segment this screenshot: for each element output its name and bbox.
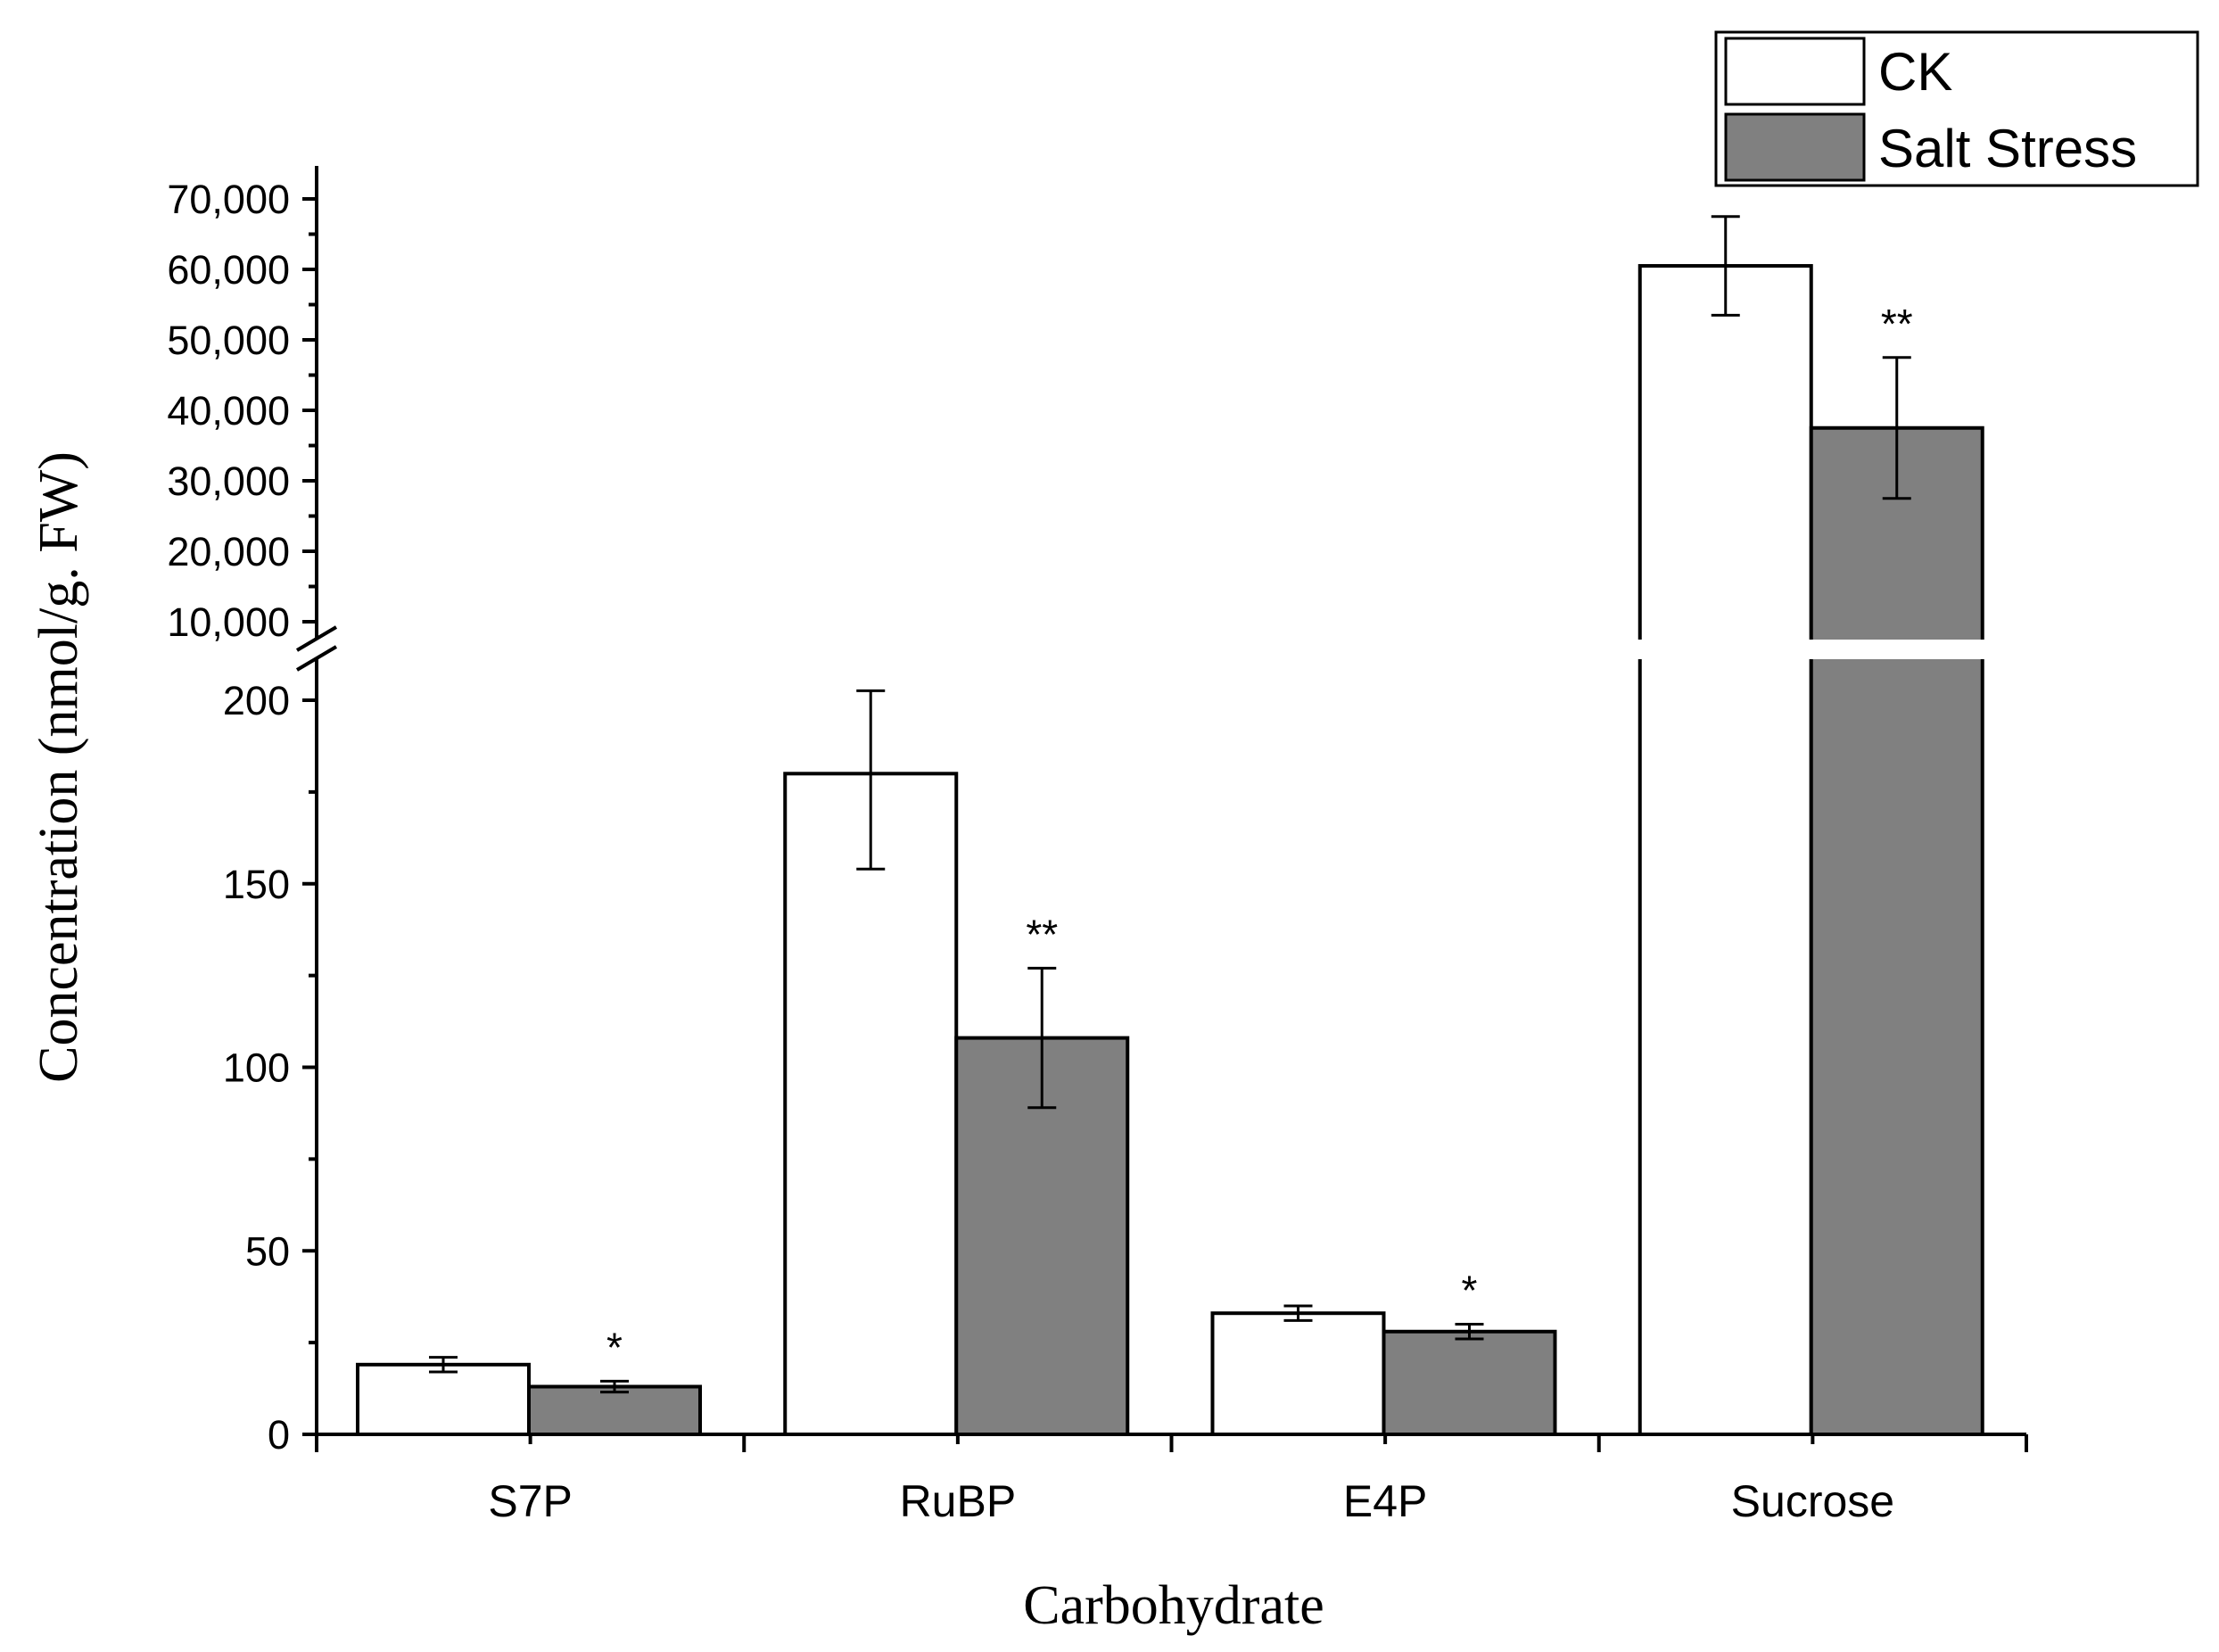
significance-marker: * [1462,1268,1478,1314]
axis-break-mark-bottom [295,645,338,672]
error-bar-salt-stress-s7p [600,1379,629,1394]
bar-salt-stress-e4p [1382,1329,1557,1437]
y-tick-label: 50 [245,1228,290,1274]
bar-ck-sucrose [1637,264,1813,1436]
bar-ck-s7p [356,1362,531,1436]
axis-break-gap [1634,640,1988,659]
bar-salt-stress-sucrose [1809,425,1984,1436]
bars-layer: ****** [356,215,1988,1437]
y-tick-label: 10,000 [167,599,290,645]
legend-label-ck: CK [1878,42,1952,102]
y-tick-label: 50,000 [167,318,290,363]
x-tick-label-sucrose: Sucrose [1731,1476,1894,1526]
error-bar-ck-e4p [1283,1304,1313,1322]
bar-salt-stress-s7p [527,1384,702,1437]
significance-marker: ** [1026,911,1058,957]
error-bar-salt-stress-e4p [1455,1323,1484,1341]
legend: CK Salt Stress [1714,30,2199,187]
axis-break-mark-top [295,625,338,652]
bar-ck-rubp [783,772,959,1436]
x-tick-label-rubp: RuBP [900,1476,1017,1526]
significance-marker: * [606,1324,623,1370]
error-bar-ck-s7p [429,1356,458,1374]
legend-swatch-ck [1724,37,1866,106]
y-tick-label: 40,000 [167,388,290,434]
error-bar-ck-rubp [856,689,886,871]
y-tick-label: 30,000 [167,458,290,504]
x-tick-label-e4p: E4P [1343,1476,1428,1526]
legend-label-salt-stress: Salt Stress [1878,119,2137,178]
significance-marker: ** [1881,301,1913,347]
x-tick-label-s7p: S7P [488,1476,573,1526]
error-bar-ck-sucrose [1711,215,1740,317]
y-tick-label: 20,000 [167,529,290,574]
y-tick-label: 70,000 [167,177,290,222]
y-tick-label: 200 [223,678,290,723]
error-bar-salt-stress-rubp [1027,966,1057,1110]
y-tick-label: 0 [268,1412,290,1458]
x-axis-title: Carbohydrate [1023,1575,1324,1636]
axes-layer: 0 50 100 150 200 10,000 20,000 30,000 40,000 50,0… [167,166,2028,1526]
y-tick-label: 100 [223,1045,290,1091]
y-tick-label: 150 [223,862,290,907]
y-tick-label: 60,000 [167,247,290,293]
y-axis-title: Concentration (nmol/g. FW) [29,451,89,1083]
legend-swatch-salt-stress [1724,112,1866,182]
error-bar-salt-stress-sucrose [1882,356,1911,500]
bar-ck-e4p [1210,1311,1386,1436]
